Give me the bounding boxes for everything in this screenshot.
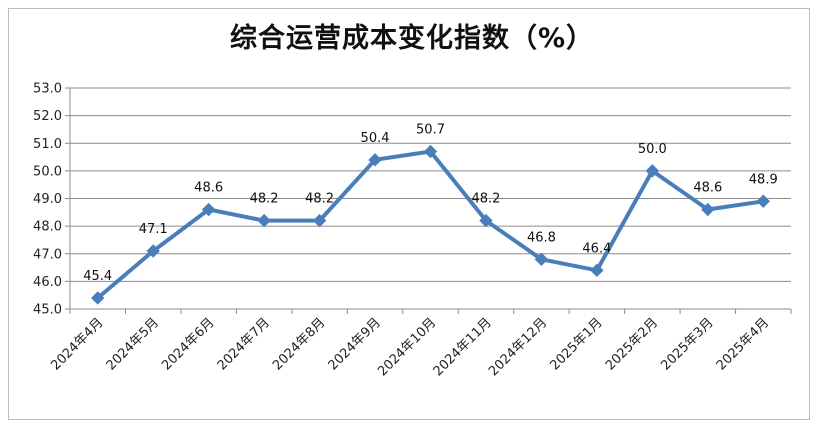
y-tick-label: 47.0 (33, 247, 62, 262)
data-label: 46.4 (582, 241, 611, 256)
data-label: 50.7 (416, 123, 445, 138)
axes (65, 87, 792, 314)
data-point-marker (645, 164, 660, 178)
data-label: 48.2 (471, 192, 500, 207)
y-tick-label: 50.0 (33, 164, 62, 179)
y-tick-label: 53.0 (33, 82, 62, 97)
chart-frame (8, 8, 810, 420)
data-point-marker (312, 213, 327, 228)
y-tick-label: 52.0 (33, 109, 62, 124)
y-tick-labels: 45.0 46.0 47.0 48.0 49.0 50.0 51.0 52.0 53.0 (33, 82, 62, 318)
chart-title: 综合运营成本变化指数（%） (229, 23, 595, 54)
data-label: 48.6 (194, 181, 223, 196)
data-label: 48.6 (693, 181, 722, 196)
data-point-marker (756, 194, 770, 208)
x-tick-label: 2024年8月 (270, 315, 328, 373)
x-tick-label: 2024年7月 (215, 315, 273, 373)
data-label: 50.0 (638, 142, 667, 157)
x-tick-label: 2024年6月 (159, 315, 217, 373)
data-point-marker (701, 202, 715, 217)
data-label: 45.4 (83, 269, 112, 284)
x-tick-label: 2024年10月 (375, 315, 439, 379)
x-tick-label: 2025年2月 (603, 315, 661, 373)
data-point-marker (590, 263, 604, 278)
y-tick-label: 48.0 (33, 220, 62, 235)
series-polyline (95, 149, 766, 300)
data-markers (91, 144, 770, 305)
x-tick-label: 2024年12月 (486, 315, 550, 379)
data-label: 48.2 (250, 192, 279, 207)
x-tick-label: 2024年5月 (104, 315, 162, 373)
series-line (95, 149, 766, 300)
data-point-marker (534, 252, 549, 266)
data-point-marker (479, 213, 493, 228)
data-point-marker (201, 202, 216, 217)
y-tick-label: 46.0 (33, 275, 62, 290)
data-point-marker (146, 244, 160, 258)
gridlines (70, 87, 791, 310)
x-tick-label: 2025年3月 (658, 315, 716, 373)
x-tick-label: 2025年4月 (714, 315, 772, 373)
data-label: 48.2 (305, 192, 334, 207)
data-point-marker (423, 144, 438, 159)
y-tick-label: 45.0 (33, 303, 62, 318)
data-point-marker (91, 291, 105, 305)
x-tick-label: 2025年1月 (547, 315, 605, 373)
data-label: 48.9 (749, 172, 778, 187)
data-label: 47.1 (139, 222, 168, 237)
y-tick-label: 51.0 (33, 137, 62, 152)
x-tick-label: 2024年11月 (431, 315, 495, 379)
x-tick-label: 2024年4月 (48, 315, 106, 373)
x-tick-label: 2024年9月 (326, 315, 384, 373)
data-label: 50.4 (361, 131, 390, 146)
data-label: 46.8 (527, 230, 556, 245)
data-labels: 45.4 47.1 48.6 48.2 48.2 50.4 50.7 48.2 46.8 46.4… (83, 123, 777, 284)
y-tick-label: 49.0 (33, 192, 62, 207)
data-point-marker (368, 153, 382, 167)
data-point-marker (257, 213, 271, 228)
x-tick-labels: 2024年4月2024年5月2024年6月2024年7月2024年8月2024年… (48, 315, 772, 379)
